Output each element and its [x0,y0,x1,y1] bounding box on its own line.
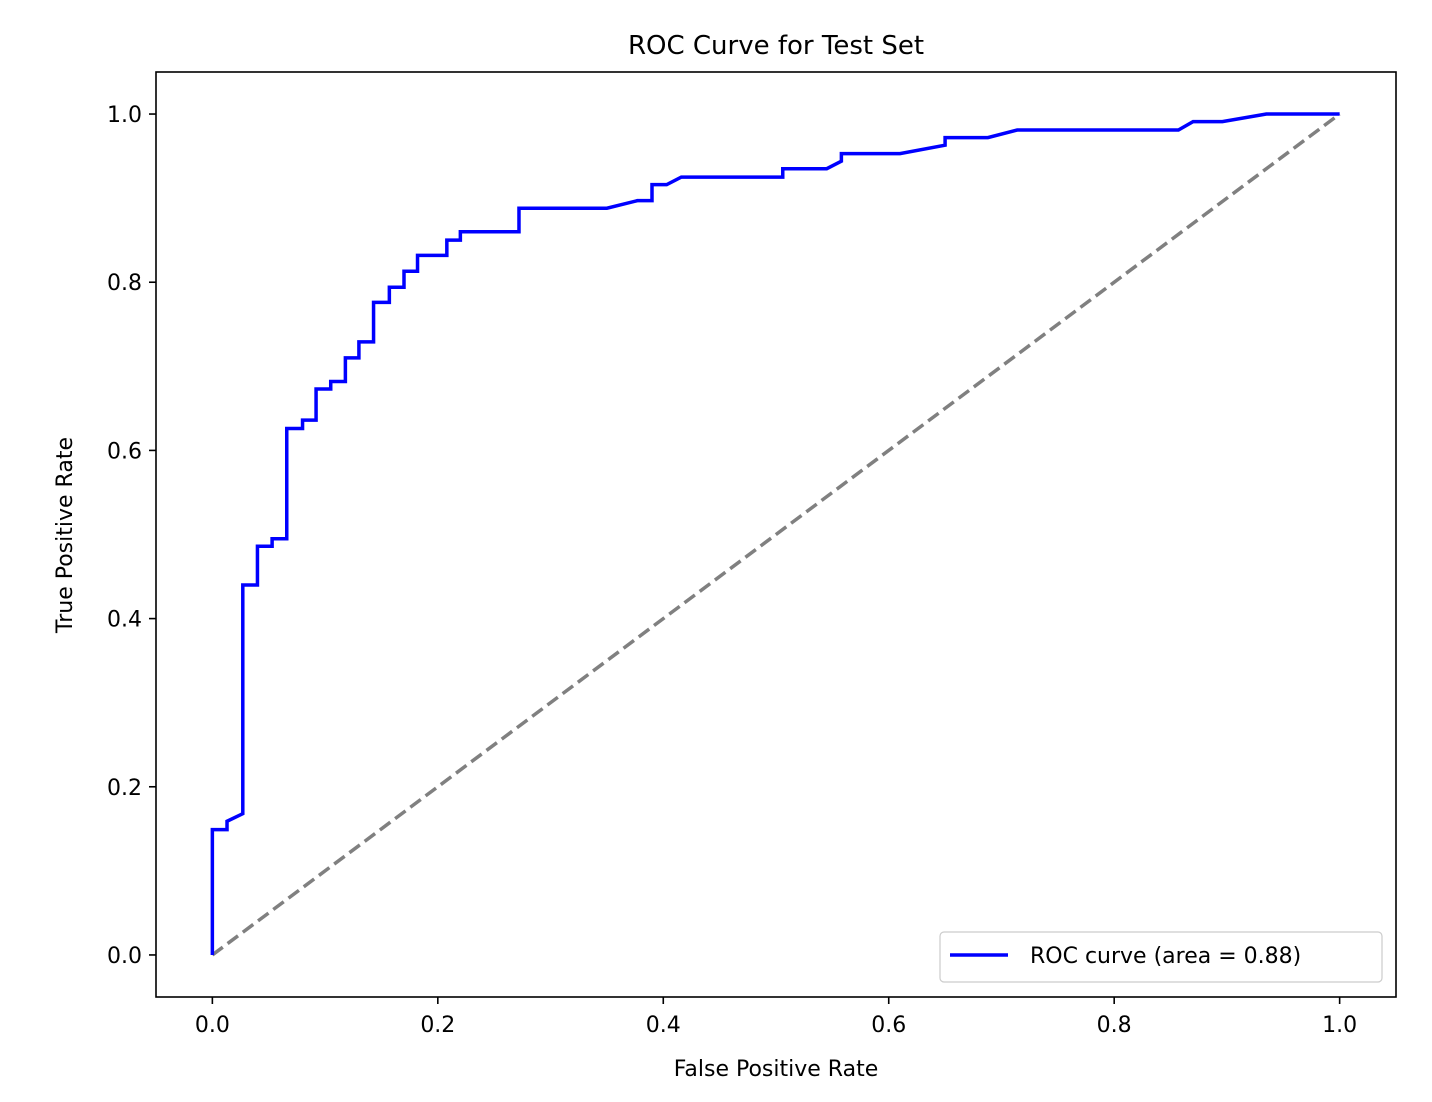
plot-frame [155,71,1397,998]
y-tick-label: 1.0 [107,103,142,128]
legend: ROC curve (area = 0.88) [939,931,1383,983]
chance-reference-line [211,112,1341,957]
y-axis-label: True Positive Rate [53,437,78,634]
x-tick-label: 0.6 [871,1013,906,1038]
legend-label-roc-curve: ROC curve (area = 0.88) [1030,944,1301,969]
y-axis-ticks: 0.0 0.2 0.4 0.6 0.8 1.0 [107,103,156,969]
series-layer [210,112,1341,957]
x-tick-label: 0.4 [646,1013,681,1038]
x-tick-label: 0.8 [1097,1013,1132,1038]
x-tick-label: 0.0 [195,1013,230,1038]
y-tick-label: 0.2 [107,776,142,801]
x-axis-label: False Positive Rate [674,1057,878,1082]
x-tick-label: 1.0 [1322,1013,1357,1038]
y-tick-label: 0.8 [107,271,142,296]
legend-box [939,931,1383,983]
x-axis-ticks: 0.0 0.2 0.4 0.6 0.8 1.0 [195,997,1357,1038]
y-tick-label: 0.0 [107,944,142,969]
roc-curve-line [210,112,1340,955]
chart-title: ROC Curve for Test Set [628,31,924,61]
x-tick-label: 0.2 [420,1013,455,1038]
y-tick-label: 0.6 [107,439,142,464]
y-tick-label: 0.4 [107,608,142,633]
